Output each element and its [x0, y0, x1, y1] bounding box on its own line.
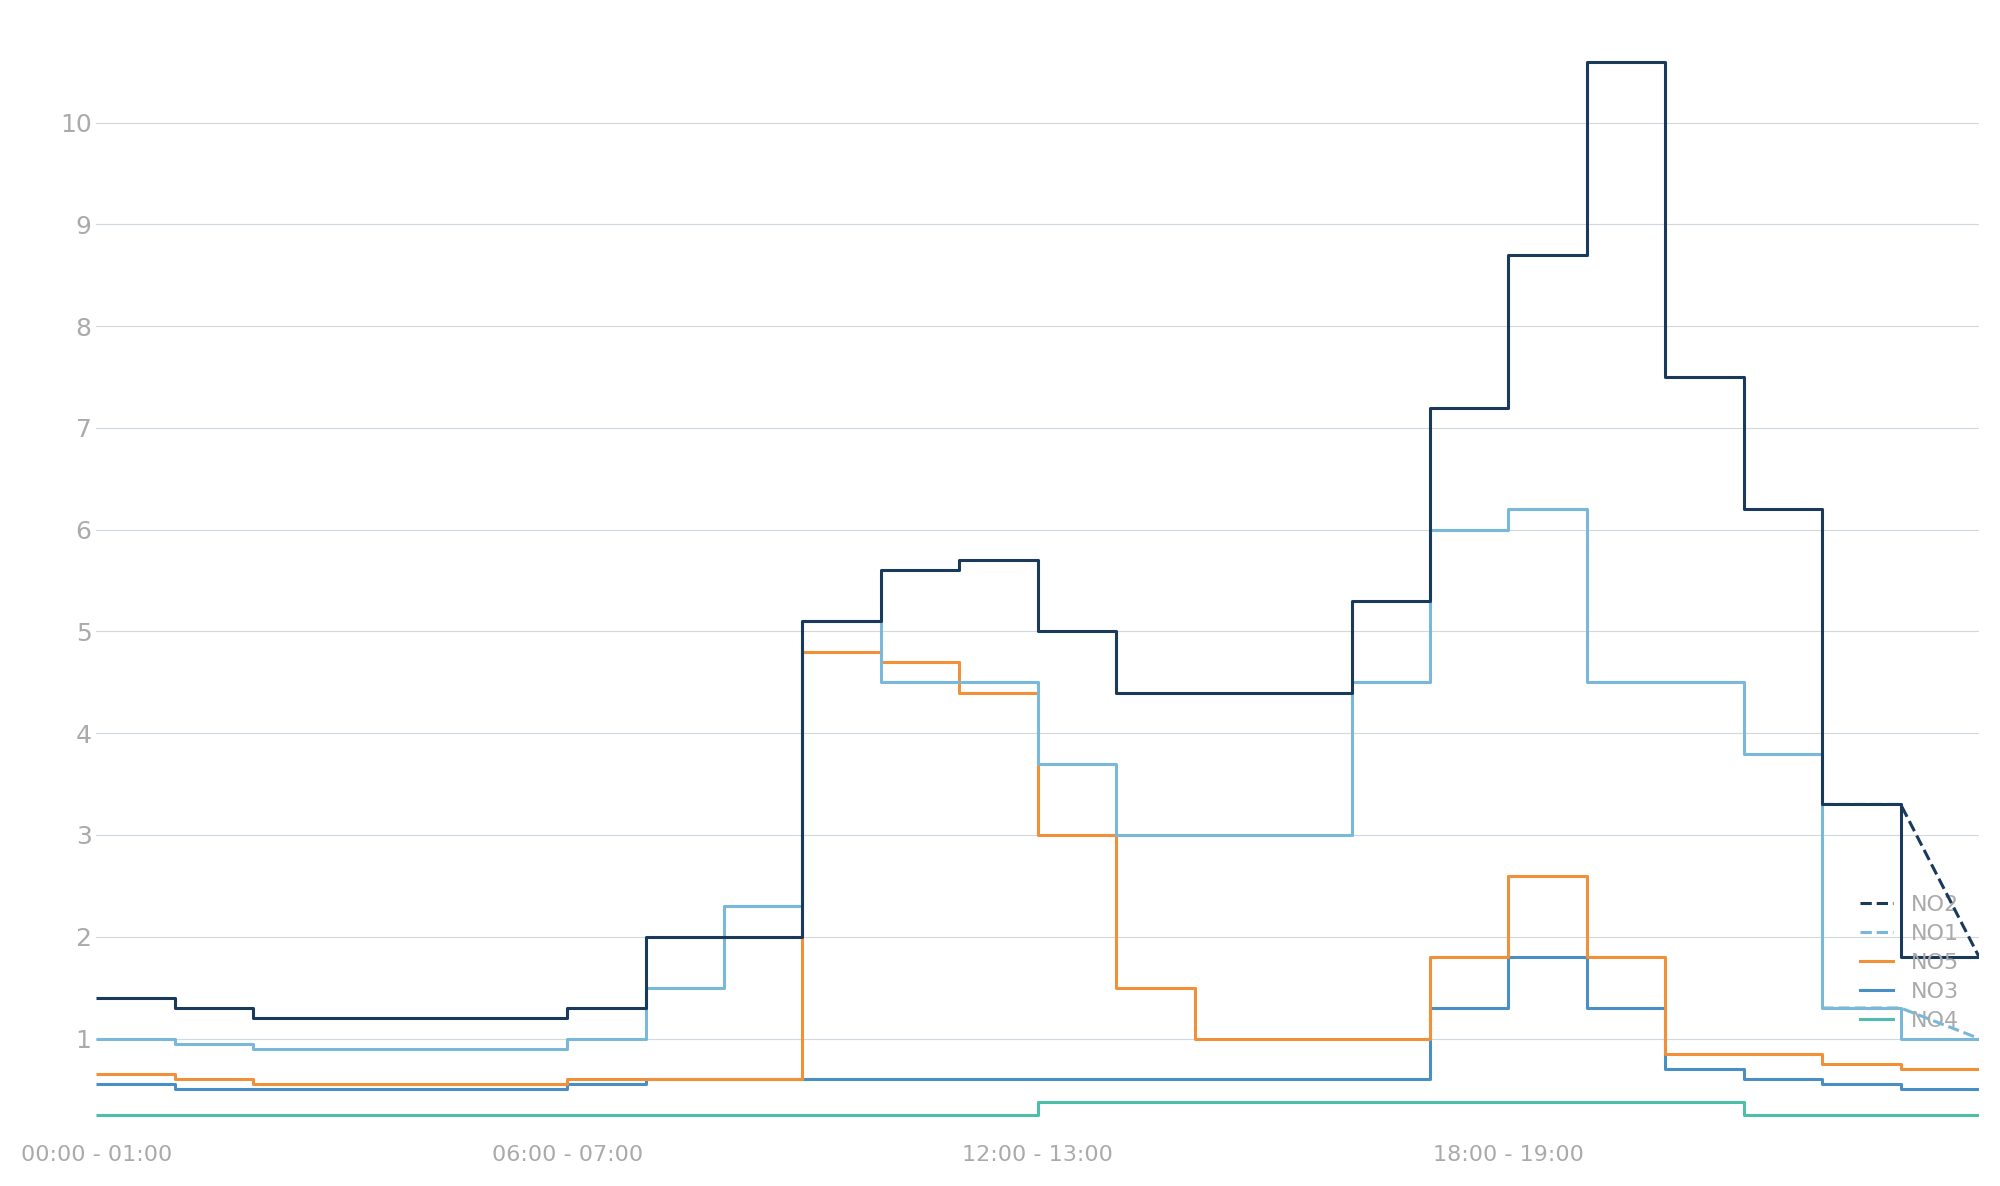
Legend: NO2, NO1, NO5, NO3, NO4: NO2, NO1, NO5, NO3, NO4: [1850, 886, 1968, 1040]
